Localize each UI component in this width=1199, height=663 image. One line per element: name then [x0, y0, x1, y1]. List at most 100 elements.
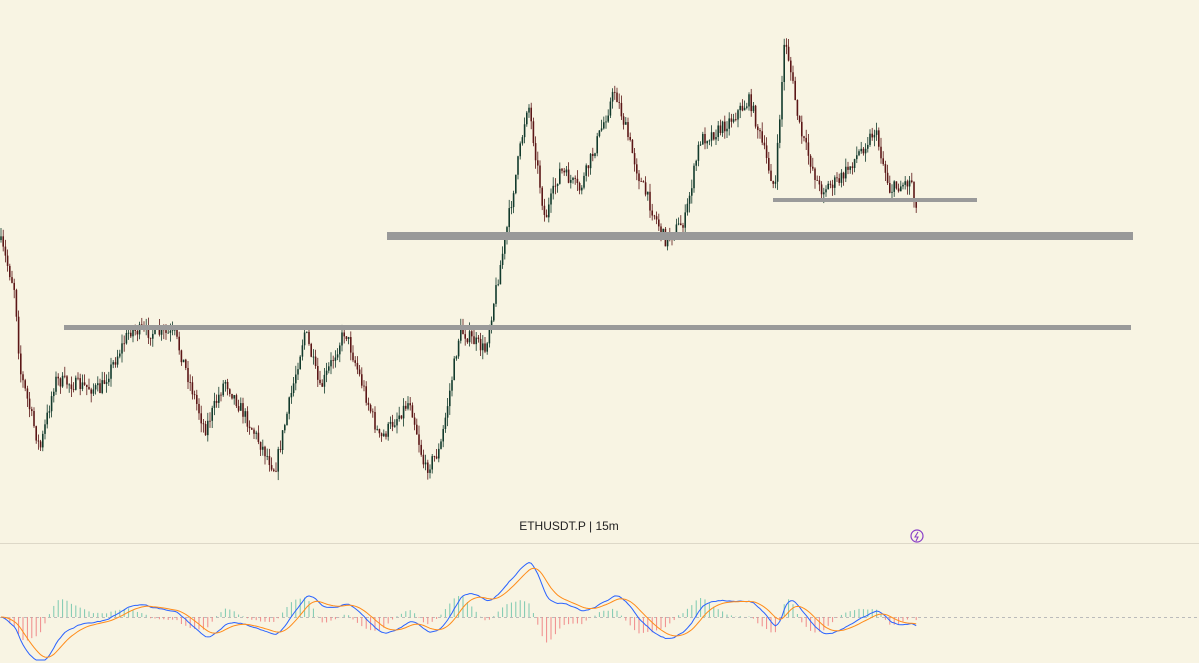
candle-body [79, 378, 81, 389]
candle-body [785, 44, 788, 47]
candle-body [90, 389, 92, 394]
candle-body [35, 426, 37, 441]
candle-body [193, 394, 196, 396]
candle-body [871, 133, 873, 138]
candle-body [695, 160, 697, 166]
candle-body [798, 115, 801, 122]
candle-body [110, 364, 112, 379]
candle-body [574, 177, 576, 179]
candle-body [59, 378, 62, 387]
candle-body [530, 107, 532, 122]
candle-body [891, 191, 893, 193]
candle-body [856, 155, 858, 160]
candle-body [15, 289, 18, 317]
candle-body [647, 191, 649, 195]
macd-line [0, 562, 917, 661]
candle-body [224, 381, 227, 384]
candle-body [532, 121, 535, 144]
candle-body [387, 423, 389, 437]
candle-body [218, 394, 220, 403]
candle-body [763, 142, 766, 146]
candle-body [270, 465, 273, 470]
candle-body [20, 353, 22, 375]
candle-body [897, 188, 900, 192]
candle-body [358, 369, 361, 375]
candle-body [554, 185, 557, 187]
candle-body [290, 393, 293, 398]
candle-body [603, 122, 605, 129]
candle-body [893, 181, 895, 192]
candle-body [405, 405, 407, 409]
alert-icon[interactable] [910, 529, 924, 543]
candle-body [889, 183, 891, 193]
candle-body [748, 94, 750, 107]
candle-body [587, 165, 590, 169]
candle-body [581, 187, 583, 191]
oscillator [0, 562, 917, 661]
candle-body [475, 337, 477, 345]
candle-body [706, 141, 708, 144]
candle-body [752, 105, 755, 112]
candle-body [915, 200, 917, 208]
candle-body [713, 132, 715, 140]
candle-body [686, 203, 689, 213]
candle-body [66, 376, 68, 385]
candle-body [847, 166, 849, 170]
candle-body [649, 191, 651, 211]
candle-body [783, 44, 785, 82]
candle-body [858, 151, 860, 156]
candle-body [658, 219, 660, 227]
candle-body [306, 331, 308, 333]
candle-body [158, 327, 161, 335]
candle-body [730, 118, 733, 122]
candle-body [134, 329, 136, 331]
candle-body [792, 72, 794, 81]
candle-body [310, 343, 312, 357]
candle-body [605, 121, 607, 123]
candle-body [213, 400, 216, 408]
candle-body [699, 144, 702, 146]
candle-body [407, 403, 409, 409]
candle-body [31, 409, 33, 412]
candle-body [376, 429, 378, 430]
candle-body [108, 378, 110, 383]
candle-body [169, 330, 172, 333]
candle-body [629, 137, 631, 140]
candle-body [222, 383, 224, 396]
candle-body [303, 332, 306, 346]
chart-label: ETHUSDT.P | 15m [519, 519, 619, 533]
candle-body [556, 183, 559, 187]
candle-body [708, 140, 711, 142]
candle-body [420, 444, 422, 455]
candle-body [196, 394, 198, 404]
candle-body [319, 379, 321, 384]
candle-body [616, 92, 618, 103]
candle-body [130, 332, 132, 337]
candle-body [741, 105, 744, 111]
candle-body [497, 284, 499, 286]
candle-body [391, 421, 394, 427]
candle-body [719, 125, 722, 134]
candle-body [336, 354, 339, 358]
candle-body [512, 193, 515, 208]
candle-body [242, 403, 244, 417]
candle-body [251, 428, 253, 430]
candle-body [264, 446, 266, 457]
candle-body [836, 177, 838, 179]
candle-body [325, 370, 328, 375]
candle-body [754, 105, 757, 127]
candle-body [341, 332, 343, 346]
candle-body [539, 165, 541, 188]
candle-body [268, 455, 271, 466]
candle-body [427, 462, 429, 473]
candle-body [70, 384, 73, 390]
candle-body [72, 389, 75, 390]
candle-body [853, 159, 856, 169]
candle-body [541, 187, 543, 206]
candle-body [770, 170, 772, 182]
candle-body [787, 46, 790, 61]
candle-body [576, 178, 579, 184]
candle-body [886, 172, 889, 184]
candle-body [589, 153, 592, 169]
